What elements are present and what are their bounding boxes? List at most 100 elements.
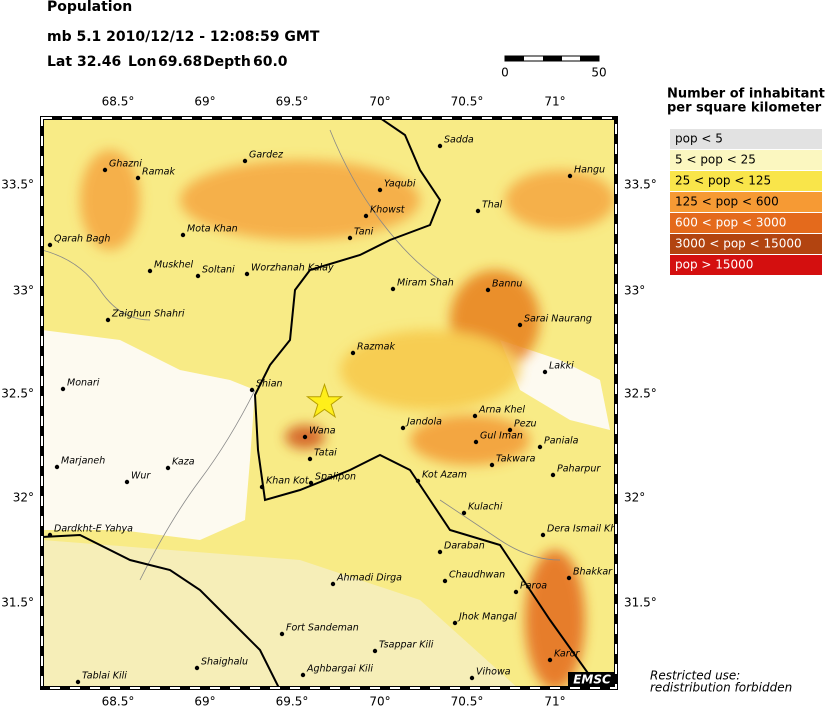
city-label: Paharpur bbox=[557, 464, 601, 475]
location-value: 60.0 bbox=[253, 54, 288, 70]
city-label: Zaighun Shahri bbox=[111, 309, 185, 320]
legend-title: per square kilometer bbox=[667, 101, 822, 116]
city-label: Monari bbox=[67, 378, 100, 389]
scale-bar bbox=[504, 55, 600, 62]
lon-label: 69.5° bbox=[276, 95, 309, 109]
city-dot bbox=[47, 532, 53, 538]
city-dot bbox=[330, 581, 336, 587]
city-dot bbox=[195, 273, 201, 279]
lat-label: 32° bbox=[13, 491, 34, 505]
lat-label: 33° bbox=[624, 284, 645, 298]
city-label: Chaudhwan bbox=[449, 570, 505, 581]
lon-label: 69° bbox=[194, 95, 215, 109]
city-dot bbox=[124, 479, 130, 485]
logo: EMSC bbox=[573, 673, 611, 687]
city-dot bbox=[542, 369, 548, 375]
city-label: Shian bbox=[256, 379, 283, 390]
city-dot bbox=[105, 317, 111, 323]
lon-label: 69.5° bbox=[276, 695, 309, 708]
city-dot bbox=[180, 232, 186, 238]
location-value: 69.68 bbox=[158, 54, 202, 70]
city-dot bbox=[415, 478, 421, 484]
city-dot bbox=[537, 444, 543, 450]
city-label: Paniala bbox=[544, 436, 579, 447]
city-label: Dardkht-E Yahya bbox=[54, 524, 133, 535]
city-dot bbox=[475, 208, 481, 214]
city-label: Mota Khan bbox=[187, 224, 238, 235]
city-label: Shaighalu bbox=[201, 657, 248, 668]
lon-label: 71° bbox=[544, 695, 565, 708]
city-dot bbox=[347, 235, 353, 241]
legend-label: 600 < pop < 3000 bbox=[675, 216, 786, 230]
legend-swatch bbox=[670, 255, 822, 275]
legend-swatch bbox=[670, 129, 822, 149]
border bbox=[42, 118, 600, 688]
legend-label: 3000 < pop < 15000 bbox=[675, 237, 802, 251]
city-label: Soltani bbox=[202, 265, 235, 276]
lat-label: 32.5° bbox=[1, 387, 34, 401]
location-label: Lon bbox=[128, 54, 157, 70]
city-dot bbox=[102, 167, 108, 173]
city-label: Hangu bbox=[574, 165, 605, 176]
city-dot bbox=[390, 286, 396, 292]
city-label: Khowst bbox=[370, 205, 406, 216]
city-dot bbox=[550, 472, 556, 478]
city-dot bbox=[547, 657, 553, 663]
sparse-region bbox=[42, 540, 518, 688]
city-label: Ramak bbox=[142, 167, 175, 178]
title: Population bbox=[47, 0, 132, 15]
city-label: Arna Khel bbox=[478, 405, 525, 416]
city-label: Jhok Mangal bbox=[457, 612, 517, 623]
city-label: Aghbargai Kili bbox=[306, 664, 373, 675]
city-label: Daraban bbox=[444, 541, 485, 552]
city-dot bbox=[566, 575, 572, 581]
legend-swatch bbox=[670, 171, 822, 191]
city-label: Muskhel bbox=[154, 260, 194, 271]
city-dot bbox=[461, 510, 467, 516]
footer-line: redistribution forbidden bbox=[650, 681, 792, 695]
city-dot bbox=[47, 242, 53, 248]
city-dot bbox=[60, 386, 66, 392]
lat-label: 33° bbox=[13, 284, 34, 298]
city-dot bbox=[165, 465, 171, 471]
lat-label: 33.5° bbox=[1, 178, 34, 192]
footer-line: Restricted use: bbox=[650, 669, 740, 683]
city-label: Miram Shah bbox=[397, 278, 454, 289]
legend-swatch bbox=[670, 213, 822, 233]
city-label: Kot Azam bbox=[422, 470, 467, 481]
city-label: Tatai bbox=[314, 448, 337, 459]
city-dot bbox=[75, 679, 81, 685]
city-dot bbox=[244, 271, 250, 277]
city-label: Worzhanah Kalay bbox=[251, 263, 334, 274]
city-label: Bhakkar bbox=[573, 567, 613, 578]
lon-label: 70° bbox=[369, 95, 390, 109]
city-label: Razmak bbox=[357, 342, 395, 353]
sparse-region bbox=[42, 330, 255, 540]
lon-label: 69° bbox=[194, 695, 215, 708]
city-label: Paroa bbox=[520, 581, 547, 592]
city-dot bbox=[469, 675, 475, 681]
lon-label: 70.5° bbox=[451, 695, 484, 708]
legend-label: 125 < pop < 600 bbox=[675, 195, 779, 209]
city-label: Tsappar Kili bbox=[379, 640, 434, 651]
city-label: Pezu bbox=[514, 419, 537, 430]
location-label: Depth bbox=[203, 54, 251, 70]
city-dot bbox=[437, 143, 443, 149]
city-label: Ahmadi Dirga bbox=[336, 573, 402, 584]
city-label: Gardez bbox=[249, 150, 284, 161]
city-dot bbox=[372, 648, 378, 654]
city-label: Thal bbox=[482, 200, 503, 211]
location-value: 32.46 bbox=[77, 54, 121, 70]
frame-ticks bbox=[41, 117, 617, 689]
lon-label: 70.5° bbox=[451, 95, 484, 109]
city-label: Tablai Kili bbox=[82, 671, 127, 682]
city-label: Jandola bbox=[405, 417, 442, 428]
city-dot bbox=[363, 213, 369, 219]
city-dot bbox=[472, 413, 478, 419]
city-label: Fort Sandeman bbox=[286, 623, 359, 634]
city-dot bbox=[473, 439, 479, 445]
scale-label: 0 bbox=[501, 66, 509, 80]
scale-bar-seg bbox=[505, 56, 524, 61]
